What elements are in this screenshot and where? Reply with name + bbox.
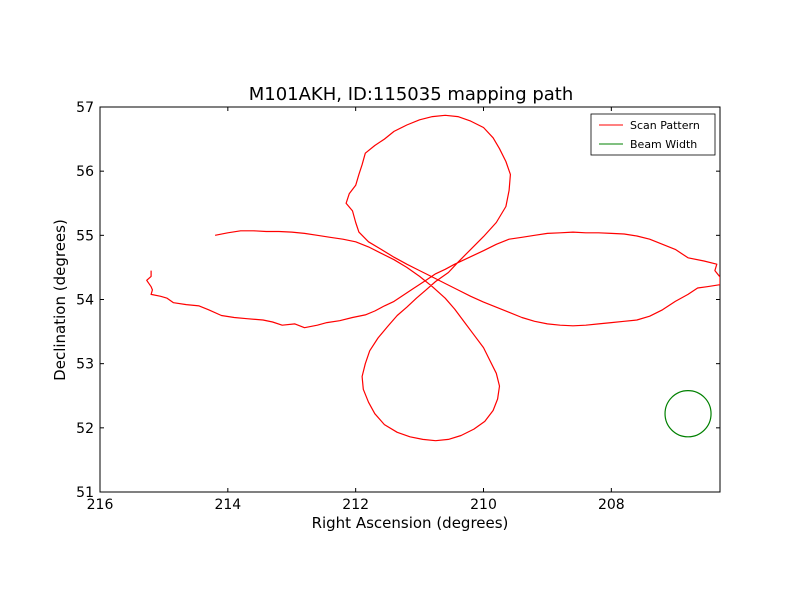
x-axis-label: Right Ascension (degrees) [312,514,509,532]
legend-label-beam-width: Beam Width [630,138,697,151]
y-tick-label: 53 [76,357,94,373]
series-clip-group [146,114,720,442]
y-axis-label: Declination (degrees) [51,219,69,381]
y-tick-label: 51 [76,485,94,501]
legend: Scan Pattern Beam Width [590,113,716,156]
y-tick-label: 57 [76,100,94,116]
beam-width-circle [664,390,712,438]
axis-ticks: 216 214 212 210 208 51 52 53 54 55 56 57 [76,100,720,513]
legend-box [590,113,716,156]
x-tick-label: 214 [214,497,241,513]
plot-area [99,106,721,493]
y-tick-label: 52 [76,421,94,437]
y-tick-label: 55 [76,228,94,244]
legend-label-scan-pattern: Scan Pattern [630,119,700,132]
y-tick-label: 56 [76,164,94,180]
x-tick-label: 216 [87,497,114,513]
x-tick-label: 212 [342,497,369,513]
x-tick-label: 210 [470,497,497,513]
scan-pattern-line [146,114,720,442]
x-tick-label: 208 [598,497,625,513]
series-layer [146,114,720,442]
y-tick-label: 54 [76,293,94,309]
axes-frame [99,106,721,493]
chart-title: M101AKH, ID:115035 mapping path [249,84,574,105]
